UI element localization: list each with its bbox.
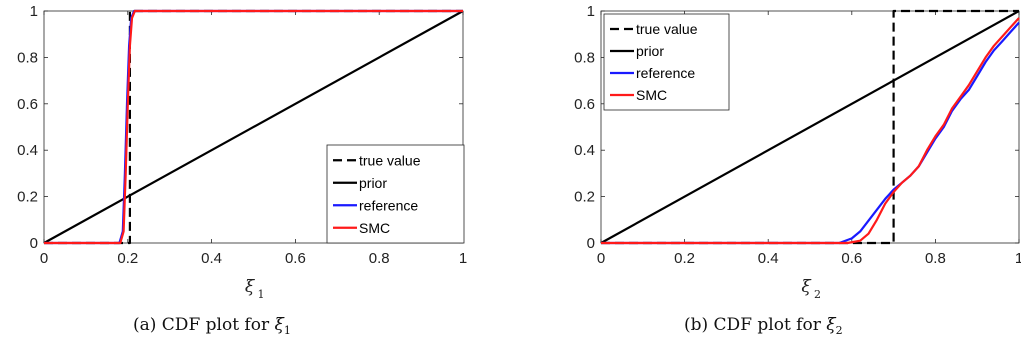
legend-label: prior [636, 43, 664, 59]
y-tick-label: 0.4 [17, 142, 38, 159]
y-tick-label: 0.6 [574, 96, 595, 113]
y-tick-label: 1 [30, 3, 38, 20]
caption-symbol: ξ [275, 315, 286, 335]
caption-subscript: 1 [284, 324, 291, 337]
caption-subscript: 2 [836, 324, 843, 337]
series-line-smc [601, 17, 1020, 245]
y-tick-label: 0.6 [17, 96, 38, 113]
y-tick-label: 0.2 [574, 189, 595, 206]
x-tick-label: 0 [40, 250, 48, 267]
x-axis-label-subscript: 2 [814, 288, 821, 301]
legend-label: SMC [636, 87, 667, 103]
x-tick-label: 0.4 [201, 250, 222, 267]
x-tick-label: 0.8 [369, 250, 390, 267]
legend-label: true value [636, 21, 698, 37]
y-tick-label: 0 [30, 235, 38, 252]
x-tick-label: 1 [459, 250, 467, 267]
caption-text: (a) CDF plot for [133, 315, 275, 335]
y-tick-label: 0.2 [17, 189, 38, 206]
caption-text: (b) CDF plot for [684, 315, 826, 335]
x-tick-label: 0.4 [758, 250, 779, 267]
series-line-reference [601, 21, 1020, 245]
legend-label: reference [359, 197, 418, 213]
legend-label: reference [636, 65, 695, 81]
x-axis-label: ξ [801, 277, 812, 297]
series-line-smc [44, 9, 463, 245]
x-tick-label: 0.2 [117, 250, 138, 267]
series-line-prior [600, 10, 1020, 244]
y-tick-label: 0.8 [17, 49, 38, 66]
x-tick-label: 0.2 [674, 250, 695, 267]
x-tick-label: 0.6 [841, 250, 862, 267]
y-tick-label: 0 [587, 235, 595, 252]
x-tick-label: 1 [1015, 250, 1021, 267]
y-tick-label: 0.4 [574, 142, 595, 159]
legend-label: prior [359, 175, 387, 191]
x-axis-label: ξ [245, 277, 256, 297]
series-line-prior [43, 10, 464, 244]
legend-label: SMC [359, 220, 390, 236]
x-tick-label: 0.6 [285, 250, 306, 267]
caption: (a) CDF plot for ξ1 [133, 315, 291, 337]
caption-symbol: ξ [826, 315, 837, 335]
x-axis-label-subscript: 1 [258, 288, 265, 301]
y-tick-label: 1 [587, 3, 595, 20]
y-tick-label: 0.8 [574, 49, 595, 66]
legend-label: true value [359, 152, 421, 168]
x-tick-label: 0.8 [925, 250, 946, 267]
x-tick-label: 0 [597, 250, 605, 267]
caption: (b) CDF plot for ξ2 [684, 315, 843, 337]
